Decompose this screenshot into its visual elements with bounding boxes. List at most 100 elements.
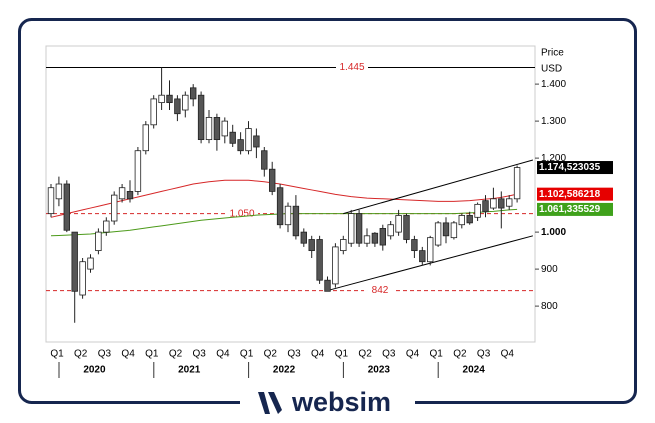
candle-body bbox=[189, 87, 197, 100]
year-label: 2022 bbox=[273, 365, 296, 376]
logo-icon bbox=[258, 392, 282, 414]
value-box-label: 1.174,523035 bbox=[539, 162, 601, 173]
x-tick-label: Q3 bbox=[477, 349, 491, 360]
candle-body bbox=[213, 117, 221, 141]
x-tick-label: Q4 bbox=[311, 349, 325, 360]
x-tick-label: Q1 bbox=[335, 349, 349, 360]
candle-body bbox=[197, 94, 205, 141]
axis-title: Price bbox=[541, 48, 564, 59]
level-label: 842 bbox=[372, 285, 389, 296]
x-tick-label: Q3 bbox=[287, 349, 301, 360]
candle-body bbox=[292, 205, 300, 237]
candle-body bbox=[118, 187, 126, 200]
candle-body bbox=[332, 246, 339, 285]
level-label: 1.445 bbox=[339, 62, 364, 73]
candle-body bbox=[513, 167, 521, 200]
x-tick-label: Q4 bbox=[121, 349, 135, 360]
x-tick-label: Q1 bbox=[240, 349, 254, 360]
candle-body bbox=[371, 232, 379, 244]
x-tick-label: Q4 bbox=[216, 349, 230, 360]
candle-body bbox=[268, 168, 276, 192]
candle-body bbox=[237, 139, 244, 152]
level-label-bg bbox=[336, 61, 368, 74]
candle-body bbox=[458, 215, 465, 226]
candle-body bbox=[466, 215, 473, 224]
candle-body bbox=[505, 198, 513, 207]
candle-body bbox=[111, 194, 118, 222]
y-tick-label: 1.200 bbox=[541, 153, 566, 164]
y-tick-label: 900 bbox=[541, 264, 558, 275]
x-tick-label: Q1 bbox=[145, 349, 159, 360]
candle-body bbox=[150, 98, 157, 126]
candle-body bbox=[300, 231, 307, 244]
candle-body bbox=[411, 239, 418, 252]
candle-body bbox=[498, 198, 505, 209]
candle-body bbox=[134, 150, 142, 192]
candle-body bbox=[71, 231, 78, 292]
candle-body bbox=[442, 222, 450, 237]
candle-body bbox=[316, 239, 323, 281]
candle-body bbox=[490, 198, 497, 209]
value-box bbox=[537, 161, 613, 175]
x-tick-label: Q2 bbox=[169, 349, 183, 360]
brand: websim bbox=[291, 387, 391, 417]
y-tick-label: 800 bbox=[541, 301, 558, 312]
candle-body bbox=[340, 239, 347, 252]
candle-body bbox=[324, 279, 331, 292]
x-tick-label: Q2 bbox=[453, 349, 467, 360]
candle-body bbox=[363, 235, 371, 244]
x-tick-label: Q4 bbox=[501, 349, 515, 360]
trendline bbox=[343, 159, 534, 215]
candle-body bbox=[276, 187, 284, 226]
candle-body bbox=[79, 261, 86, 296]
candle-body bbox=[419, 250, 426, 263]
candle-body bbox=[229, 131, 236, 144]
year-label: 2023 bbox=[368, 365, 391, 376]
candle-body bbox=[253, 135, 260, 148]
line bbox=[50, 208, 518, 237]
candle-body bbox=[103, 220, 110, 233]
candle-body bbox=[182, 94, 189, 111]
candle-body bbox=[55, 183, 63, 200]
candle-body bbox=[47, 187, 55, 215]
candle-body bbox=[284, 205, 292, 226]
candle-body bbox=[158, 94, 165, 104]
value-box bbox=[537, 202, 613, 216]
candle-body bbox=[142, 124, 149, 152]
level-label-bg bbox=[226, 207, 258, 220]
candle-body bbox=[355, 213, 363, 244]
candle-body bbox=[166, 94, 173, 104]
candle-body bbox=[261, 150, 268, 170]
year-label: 2024 bbox=[463, 365, 486, 376]
candle-body bbox=[245, 128, 252, 152]
level-label: 1.050 bbox=[229, 208, 254, 219]
candle-body bbox=[379, 228, 386, 246]
value-box-label: 1.102,586218 bbox=[539, 189, 601, 200]
x-tick-label: Q4 bbox=[406, 349, 420, 360]
x-tick-label: Q1 bbox=[430, 349, 444, 360]
level-label-bg bbox=[364, 284, 396, 297]
candle-body bbox=[87, 257, 94, 270]
candle-body bbox=[403, 215, 410, 240]
x-tick-label: Q2 bbox=[358, 349, 372, 360]
x-tick-label: Q2 bbox=[74, 349, 88, 360]
candle-body bbox=[426, 237, 434, 263]
value-box bbox=[537, 187, 613, 201]
candle-body bbox=[450, 222, 458, 239]
candle-body bbox=[347, 213, 355, 244]
year-label: 2021 bbox=[178, 365, 201, 376]
candle-body bbox=[174, 98, 181, 115]
x-tick-label: Q3 bbox=[193, 349, 207, 360]
candle-body bbox=[434, 222, 442, 246]
candle-body bbox=[221, 120, 228, 137]
candle-body bbox=[126, 191, 134, 200]
candle-body bbox=[95, 231, 102, 252]
candle-body bbox=[205, 117, 213, 141]
x-tick-label: Q3 bbox=[98, 349, 112, 360]
candle-body bbox=[387, 224, 394, 237]
x-tick-label: Q3 bbox=[382, 349, 396, 360]
year-label: 2020 bbox=[83, 365, 106, 376]
candle-body bbox=[482, 200, 489, 213]
y-tick-label: 1.300 bbox=[541, 116, 566, 127]
